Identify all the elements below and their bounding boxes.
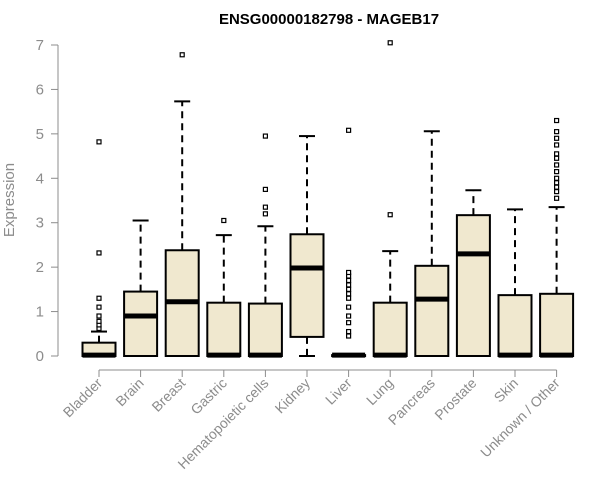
outlier-point: [387, 40, 393, 46]
outlier-point: [346, 269, 352, 276]
category-label: Breast: [148, 375, 188, 415]
outlier-point: [96, 139, 102, 145]
outlier-point: [346, 304, 352, 310]
outlier-point: [346, 127, 352, 133]
iqr-box: [414, 264, 450, 357]
iqr-box: [206, 301, 242, 357]
box-group: [372, 40, 408, 358]
outlier-point: [553, 151, 560, 157]
outlier-point: [553, 169, 560, 175]
box-group: [247, 133, 283, 358]
outlier-point: [96, 250, 102, 256]
iqr-box: [123, 290, 159, 358]
outlier-point: [346, 320, 352, 326]
outlier-point: [553, 189, 560, 195]
iqr-box: [455, 214, 491, 357]
outlier-point: [346, 295, 352, 301]
box-group: [164, 52, 200, 357]
box-group: [123, 219, 159, 358]
category-label: Skin: [491, 375, 522, 406]
iqr-box: [289, 233, 325, 338]
chart-title: ENSG00000182798 - MAGEB17: [219, 11, 439, 28]
box-group: [539, 117, 575, 358]
outlier-point: [96, 318, 102, 324]
y-tick-label: 2: [36, 259, 44, 276]
outlier-point: [262, 186, 268, 192]
outlier-point: [346, 282, 352, 288]
outlier-point: [346, 313, 352, 319]
category-label: Lung: [363, 375, 396, 408]
outlier-point: [346, 286, 352, 292]
category-label: Prostate: [431, 375, 479, 423]
y-axis-label: Expression: [1, 163, 18, 237]
category-label: Kidney: [272, 375, 314, 417]
outlier-point: [346, 291, 352, 297]
y-tick-label: 0: [36, 348, 44, 365]
outlier-point: [262, 204, 268, 210]
outlier-point: [553, 162, 560, 168]
iqr-box: [247, 302, 283, 357]
outlier-point: [96, 295, 102, 301]
outlier-point: [262, 133, 268, 139]
outlier-point: [553, 142, 560, 148]
y-tick-label: 5: [36, 126, 44, 143]
category-label: Liver: [322, 375, 355, 408]
box-group: [497, 208, 533, 358]
box-group: [331, 127, 367, 358]
outlier-point: [346, 333, 352, 339]
y-tick-label: 7: [36, 37, 44, 54]
box-group: [81, 139, 117, 358]
y-tick-label: 1: [36, 304, 44, 321]
iqr-box: [497, 294, 533, 357]
outlier-point: [553, 135, 560, 141]
plot-area: [81, 40, 575, 358]
category-label: Unknown / Other: [477, 375, 563, 461]
y-tick-label: 6: [36, 81, 44, 98]
outlier-point: [553, 117, 560, 124]
outlier-point: [179, 52, 185, 58]
box-group: [455, 189, 491, 357]
outlier-point: [553, 195, 560, 201]
outlier-point: [262, 211, 268, 217]
outlier-point: [346, 277, 352, 284]
iqr-box: [372, 301, 408, 357]
box-group: [206, 217, 242, 358]
outlier-point: [221, 217, 227, 224]
outlier-point: [553, 180, 560, 186]
iqr-box: [539, 292, 575, 357]
outlier-point: [553, 184, 560, 190]
outlier-point: [96, 313, 102, 319]
outlier-point: [387, 212, 393, 218]
y-axis: 0 1 2 3 4 5 6 7: [36, 37, 59, 365]
outlier-point: [553, 155, 560, 161]
outlier-point: [346, 328, 352, 335]
outlier-point: [96, 304, 102, 310]
outlier-point: [553, 129, 560, 135]
box-group: [289, 135, 325, 357]
y-tick-label: 4: [36, 170, 44, 187]
category-label: Bladder: [60, 375, 106, 421]
category-label: Brain: [112, 375, 146, 409]
outlier-point: [553, 175, 560, 181]
y-tick-label: 3: [36, 215, 44, 232]
box-group: [414, 130, 450, 357]
